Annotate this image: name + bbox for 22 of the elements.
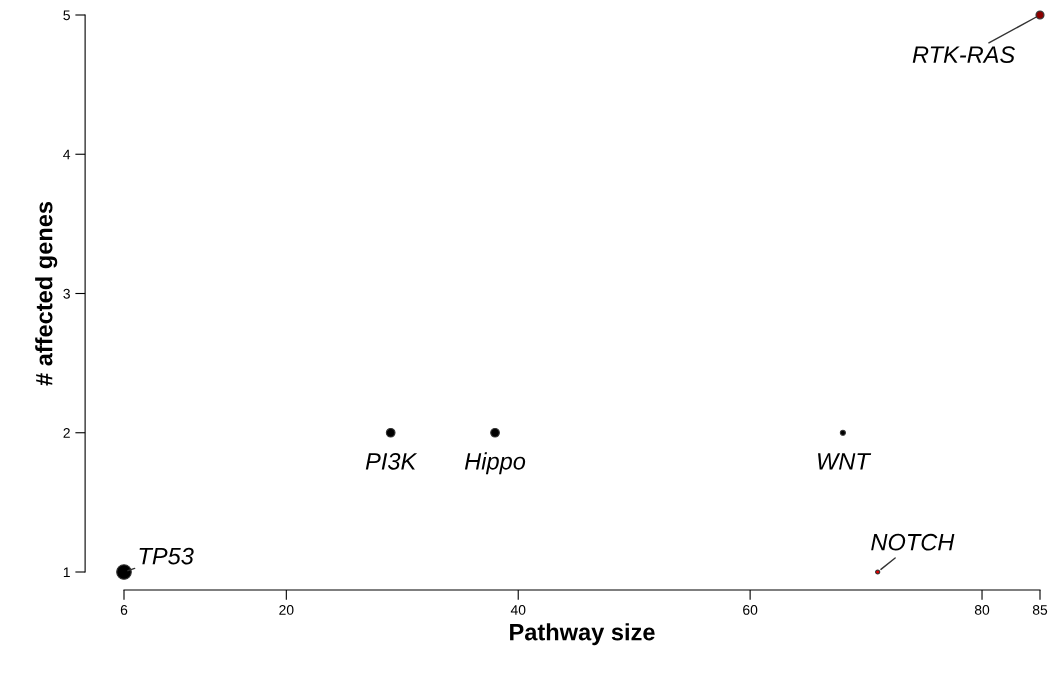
point xyxy=(490,427,500,438)
x-tick-label: 85 xyxy=(1032,605,1048,615)
point xyxy=(385,427,396,438)
annotation: PI3K xyxy=(365,452,418,470)
annotation: WNT xyxy=(818,453,872,470)
y-tick-label: 3 xyxy=(63,288,70,299)
annotation: RTK-RAS xyxy=(912,46,1015,63)
y-tick-label: 4 xyxy=(63,149,71,160)
x-tick-label: 20 xyxy=(279,605,294,615)
y-tick-label: 2 xyxy=(63,428,70,438)
annotation: Hippo xyxy=(464,452,526,475)
x-tick-label: 40 xyxy=(510,605,526,615)
x-tick-label: 60 xyxy=(743,605,758,615)
y-tick-label: 1 xyxy=(63,567,70,578)
point xyxy=(1035,10,1045,20)
x-tick-label: 80 xyxy=(974,605,990,615)
annotation: TP53 xyxy=(139,547,194,565)
y-axis-title: # affected genes xyxy=(35,201,58,386)
x-axis-title: Pathway size xyxy=(510,623,655,646)
x-tick-label: 6 xyxy=(120,605,128,615)
annotation: NOTCH xyxy=(871,533,955,551)
y-tick-label: 5 xyxy=(63,10,70,21)
